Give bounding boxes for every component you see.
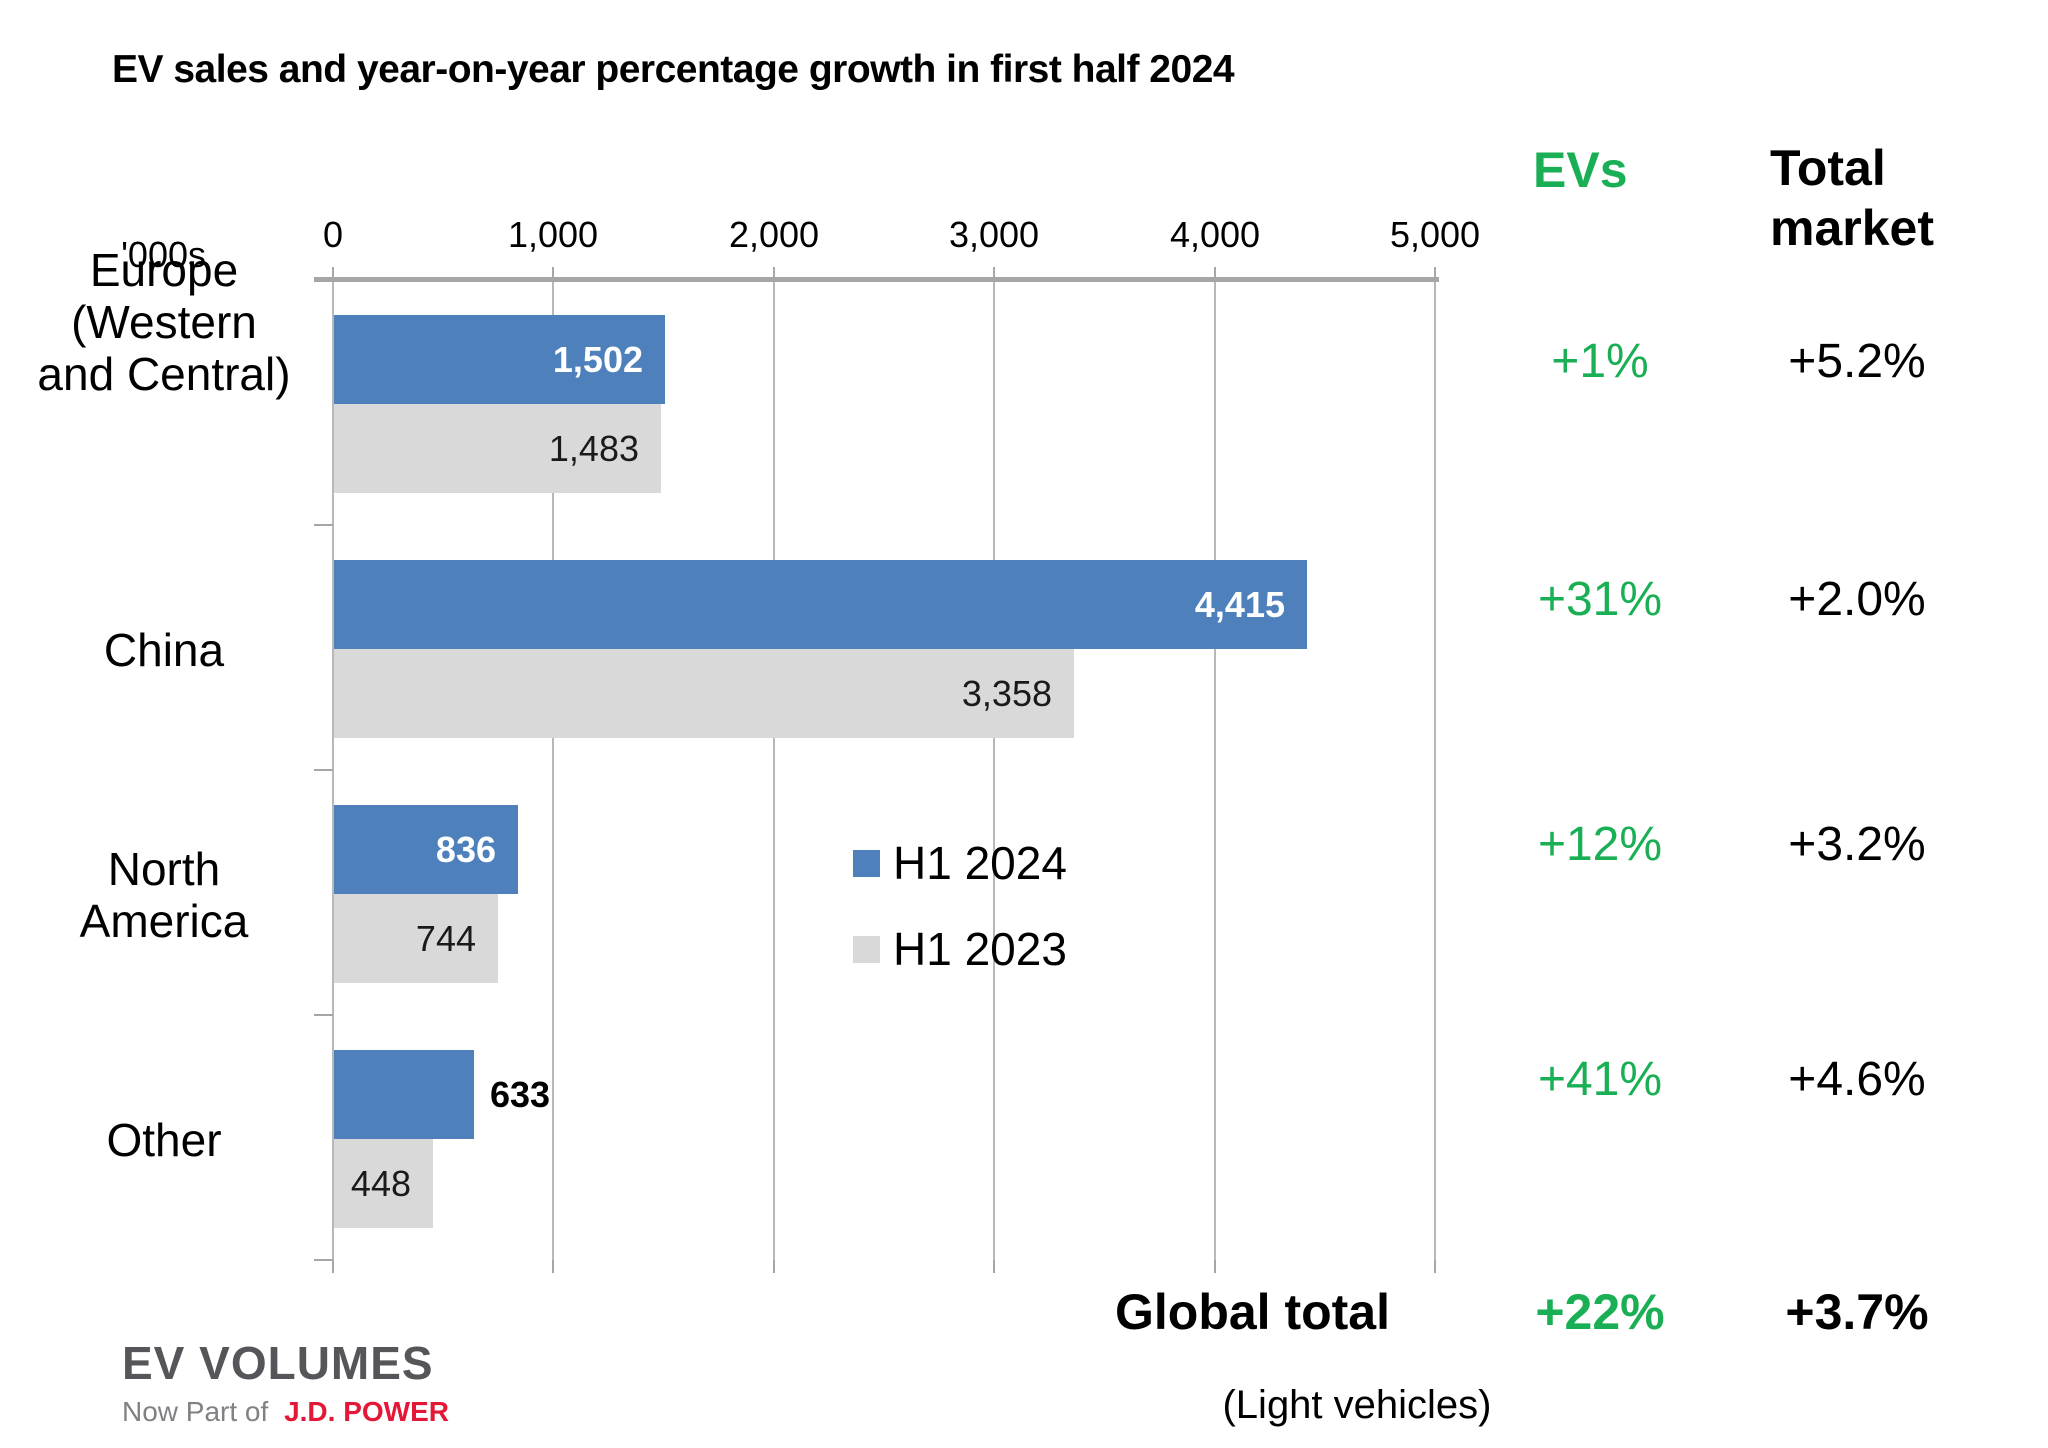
bar-h1-2024 — [334, 315, 665, 404]
axis-unit-label: '000s — [121, 234, 206, 275]
bar-h1-2024 — [334, 805, 518, 894]
category-tick — [314, 1014, 333, 1016]
x-gridline — [1214, 280, 1216, 1260]
x-tick-label: 5,000 — [1389, 214, 1481, 255]
x-gridline — [332, 280, 334, 1260]
evs-growth-value: +12% — [1537, 818, 1663, 871]
total-market-growth-value: +5.2% — [1788, 335, 1926, 388]
evs-column-header: EVs — [1533, 142, 1628, 198]
evs-growth-value: +31% — [1537, 573, 1663, 626]
legend-item-h1-2023: H1 2023 — [853, 922, 1067, 976]
bar-h1-2023 — [334, 1139, 433, 1228]
total-market-column-header: Total market — [1770, 140, 1934, 256]
chart-title: EV sales and year-on-year percentage gro… — [112, 48, 1235, 91]
legend-label-h1-2024: H1 2024 — [893, 837, 1067, 889]
category-label-line: China — [103, 624, 225, 676]
category-tick — [314, 279, 333, 281]
x-gridline — [773, 280, 775, 1260]
total-market-growth-value: +4.6% — [1788, 1053, 1926, 1106]
category-label: China — [18, 624, 310, 676]
x-axis-line — [314, 277, 1439, 282]
x-tick-label: 1,000 — [507, 214, 599, 255]
ev-volumes-logo: EV VOLUMES Now Part of J.D. POWER — [122, 1336, 449, 1428]
x-tick-top — [1434, 267, 1436, 280]
x-tick-bottom — [1214, 1260, 1216, 1273]
logo-name: EV VOLUMES — [122, 1337, 434, 1389]
logo-tagline-brand: J.D. POWER — [284, 1396, 449, 1427]
bar-value-label: 4,415 — [1194, 584, 1285, 625]
x-tick-top — [773, 267, 775, 280]
x-tick-bottom — [552, 1260, 554, 1273]
x-tick-bottom — [993, 1260, 995, 1273]
bar-value-label: 3,358 — [961, 673, 1052, 714]
bar-h1-2023 — [334, 649, 1074, 738]
legend-swatch-h1-2024 — [853, 849, 880, 877]
x-tick-bottom — [1434, 1260, 1436, 1273]
category-label-line: (Western — [71, 296, 257, 348]
bar-value-label: 1,502 — [552, 339, 643, 380]
logo-tagline-prefix: Now Part of — [122, 1396, 269, 1427]
category-label-line: North — [107, 843, 221, 895]
x-tick-top — [552, 267, 554, 280]
logo-tagline: Now Part of J.D. POWER — [122, 1396, 449, 1428]
global-evs-growth-value: +22% — [1535, 1284, 1665, 1340]
evs-growth-value: +41% — [1537, 1053, 1663, 1106]
bar-h1-2024 — [334, 560, 1307, 649]
legend-swatch-h1-2023 — [853, 935, 880, 963]
legend-item-h1-2024: H1 2024 — [853, 836, 1067, 890]
x-tick-bottom — [332, 1260, 334, 1273]
bar-h1-2023 — [334, 894, 498, 983]
x-gridline — [993, 280, 995, 1260]
bar-h1-2024 — [334, 1050, 474, 1139]
x-tick-top — [993, 267, 995, 280]
total-market-growth-value: +3.2% — [1788, 818, 1926, 871]
category-label: Europe (Western and Central) — [18, 244, 310, 400]
category-tick — [314, 769, 333, 771]
global-total-market-growth-value: +3.7% — [1785, 1284, 1929, 1340]
category-label-line: and Central) — [37, 348, 291, 400]
category-label-line: Other — [106, 1114, 222, 1166]
bar-value-label: 744 — [415, 918, 476, 959]
category-label-line: Europe — [89, 244, 239, 296]
total-market-growth-value: +2.0% — [1788, 573, 1926, 626]
bar-value-label: 448 — [350, 1163, 411, 1204]
category-tick — [314, 524, 333, 526]
bar-value-label: 633 — [490, 1074, 551, 1115]
category-label: North America — [18, 843, 310, 947]
global-total-label: Global total — [1115, 1284, 1390, 1340]
x-tick-label: 4,000 — [1169, 214, 1261, 255]
x-tick-label: 2,000 — [728, 214, 820, 255]
category-tick — [314, 1259, 333, 1261]
x-gridline — [552, 280, 554, 1260]
category-label: Other — [18, 1114, 310, 1166]
legend-label-h1-2023: H1 2023 — [893, 923, 1067, 975]
bar-h1-2023 — [334, 404, 661, 493]
x-gridline — [1434, 280, 1436, 1260]
bar-value-label: 836 — [435, 829, 496, 870]
x-tick-label: 0 — [322, 214, 344, 255]
x-tick-top — [332, 267, 334, 280]
light-vehicles-note: (Light vehicles) — [1222, 1383, 1492, 1427]
x-tick-top — [1214, 267, 1216, 280]
x-tick-label: 3,000 — [948, 214, 1040, 255]
category-label-line: America — [79, 895, 249, 947]
bar-value-label: 1,483 — [548, 428, 639, 469]
evs-growth-value: +1% — [1551, 335, 1649, 388]
x-tick-bottom — [773, 1260, 775, 1273]
